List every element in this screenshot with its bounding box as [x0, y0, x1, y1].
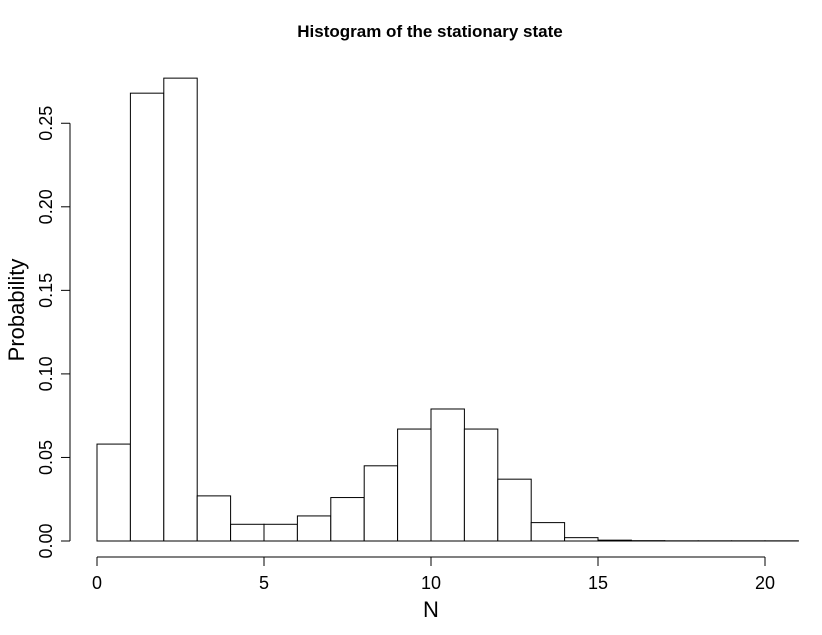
y-tick-label-4: 0.20	[36, 189, 56, 224]
y-tick-label-5: 0.25	[36, 106, 56, 141]
histogram-bar-2	[163, 77, 198, 542]
histogram-bar-3	[196, 495, 232, 542]
x-tick-label-0: 0	[92, 573, 102, 593]
y-tick-label-2: 0.10	[36, 356, 56, 391]
histogram-bar-14	[564, 537, 599, 542]
y-axis: 0.00 0.05 0.10 0.15 0.20 0.25	[36, 106, 71, 559]
x-axis-label: N	[423, 597, 439, 622]
x-axis: 0 5 10 15 20	[92, 556, 775, 593]
histogram-bar-11	[463, 428, 499, 542]
histogram-bar-4	[230, 523, 265, 542]
histogram-bar-12	[497, 478, 532, 542]
y-tick-label-3: 0.15	[36, 273, 56, 308]
histogram-bar-10	[430, 408, 465, 542]
histogram-bar-8	[363, 465, 399, 542]
x-tick-label-3: 15	[588, 573, 608, 593]
histogram-bar-9	[397, 428, 432, 542]
x-tick-label-1: 5	[259, 573, 269, 593]
y-tick-label-1: 0.05	[36, 440, 56, 475]
y-axis-label: Probability	[4, 259, 29, 362]
histogram-bar-13	[530, 522, 566, 542]
chart-title: Histogram of the stationary state	[297, 22, 562, 41]
histogram-bar-5	[263, 523, 298, 542]
y-tick-label-0: 0.00	[36, 523, 56, 558]
x-tick-label-4: 20	[755, 573, 775, 593]
histogram-bar-0	[96, 443, 131, 542]
x-tick-label-2: 10	[421, 573, 441, 593]
histogram-bar-1	[129, 92, 165, 542]
histogram-bar-6	[296, 515, 332, 542]
bars-group	[96, 77, 799, 542]
histogram-bar-15	[597, 539, 632, 542]
histogram-bar-7	[330, 497, 365, 542]
